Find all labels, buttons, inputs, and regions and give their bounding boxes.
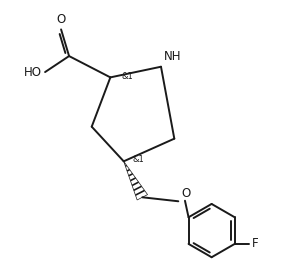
Text: &1: &1 xyxy=(132,156,144,165)
Text: F: F xyxy=(252,237,258,251)
Text: NH: NH xyxy=(164,50,182,63)
Text: O: O xyxy=(181,187,190,200)
Text: HO: HO xyxy=(24,66,42,79)
Text: O: O xyxy=(56,13,66,26)
Text: &1: &1 xyxy=(121,72,133,81)
